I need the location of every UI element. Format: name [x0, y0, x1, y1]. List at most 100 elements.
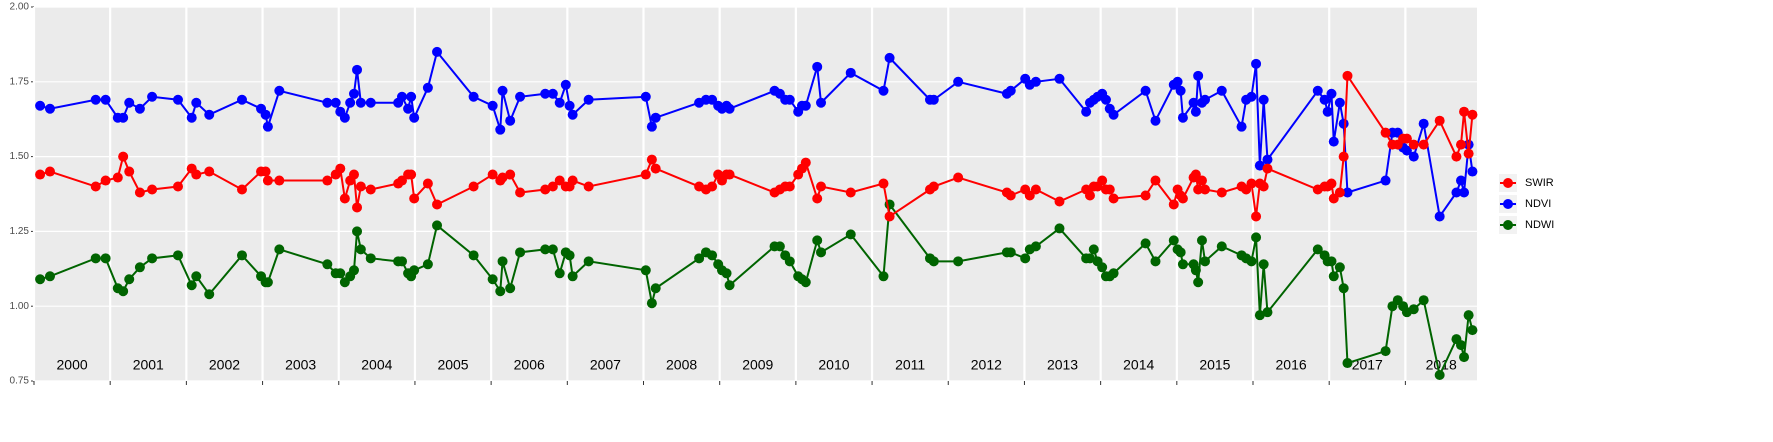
point: [365, 184, 376, 195]
point: [100, 253, 111, 264]
point: [236, 184, 247, 195]
point: [646, 154, 657, 165]
point: [1434, 370, 1445, 381]
point: [547, 181, 558, 192]
point: [1188, 97, 1199, 108]
year-label: 2011: [895, 357, 925, 373]
y-tick-label: 2.00: [10, 2, 30, 13]
point: [1084, 190, 1095, 201]
point: [1456, 139, 1467, 150]
point: [204, 289, 215, 300]
point: [1108, 109, 1119, 120]
point: [487, 169, 498, 180]
point: [505, 283, 516, 294]
point: [650, 283, 661, 294]
point: [134, 187, 145, 198]
point: [1024, 190, 1035, 201]
point: [487, 100, 498, 111]
point: [1380, 175, 1391, 186]
point: [432, 220, 443, 231]
point: [44, 166, 55, 177]
point: [1246, 178, 1257, 189]
point: [1200, 256, 1211, 267]
point: [583, 94, 594, 105]
point: [547, 88, 558, 99]
point: [928, 181, 939, 192]
point: [800, 100, 811, 111]
point: [100, 94, 111, 105]
point: [1251, 58, 1262, 69]
point: [724, 280, 735, 291]
point: [1334, 187, 1345, 198]
point: [816, 181, 827, 192]
point: [186, 280, 197, 291]
point: [191, 271, 202, 282]
point: [554, 97, 565, 108]
point: [1005, 85, 1016, 96]
year-label: 2001: [133, 357, 164, 373]
point: [583, 181, 594, 192]
point: [352, 202, 363, 213]
point: [355, 181, 366, 192]
point: [409, 193, 420, 204]
point: [112, 172, 123, 183]
point: [355, 244, 366, 255]
point: [1463, 148, 1474, 159]
point: [564, 100, 575, 111]
point: [812, 193, 823, 204]
point: [724, 169, 735, 180]
point: [707, 250, 718, 261]
year-label: 2015: [1199, 357, 1230, 373]
point: [1338, 283, 1349, 294]
point: [784, 94, 795, 105]
point: [560, 79, 571, 90]
point: [134, 262, 145, 273]
point: [1338, 151, 1349, 162]
point: [1020, 253, 1031, 264]
point: [1100, 94, 1111, 105]
point: [1326, 88, 1337, 99]
point: [1168, 235, 1179, 246]
point: [816, 97, 827, 108]
point: [583, 256, 594, 267]
point: [1459, 187, 1470, 198]
year-label: 2009: [742, 357, 773, 373]
point: [403, 103, 414, 114]
point: [1342, 187, 1353, 198]
point: [1456, 340, 1467, 351]
legend-label: NDVI: [1525, 198, 1551, 210]
point: [1177, 259, 1188, 270]
point: [1401, 145, 1412, 156]
point: [784, 256, 795, 267]
point: [118, 112, 129, 123]
point: [515, 247, 526, 258]
point: [812, 235, 823, 246]
point: [1054, 223, 1065, 234]
point: [774, 241, 785, 252]
point: [1418, 295, 1429, 306]
year-label: 2013: [1047, 357, 1078, 373]
point: [330, 97, 341, 108]
point: [953, 172, 964, 183]
point: [262, 175, 273, 186]
point: [1322, 106, 1333, 117]
point: [640, 91, 651, 102]
point: [124, 97, 135, 108]
point: [800, 277, 811, 288]
point: [44, 271, 55, 282]
point: [487, 274, 498, 285]
point: [1005, 190, 1016, 201]
point: [348, 88, 359, 99]
point: [1467, 109, 1478, 120]
point: [554, 175, 565, 186]
point: [640, 169, 651, 180]
point: [1030, 184, 1041, 195]
point: [1467, 325, 1478, 336]
point: [540, 88, 551, 99]
point: [1190, 265, 1201, 276]
point: [352, 226, 363, 237]
year-label: 2012: [971, 357, 1002, 373]
y-tick-label: 1.75: [10, 76, 30, 87]
point: [505, 115, 516, 126]
point: [1251, 211, 1262, 222]
